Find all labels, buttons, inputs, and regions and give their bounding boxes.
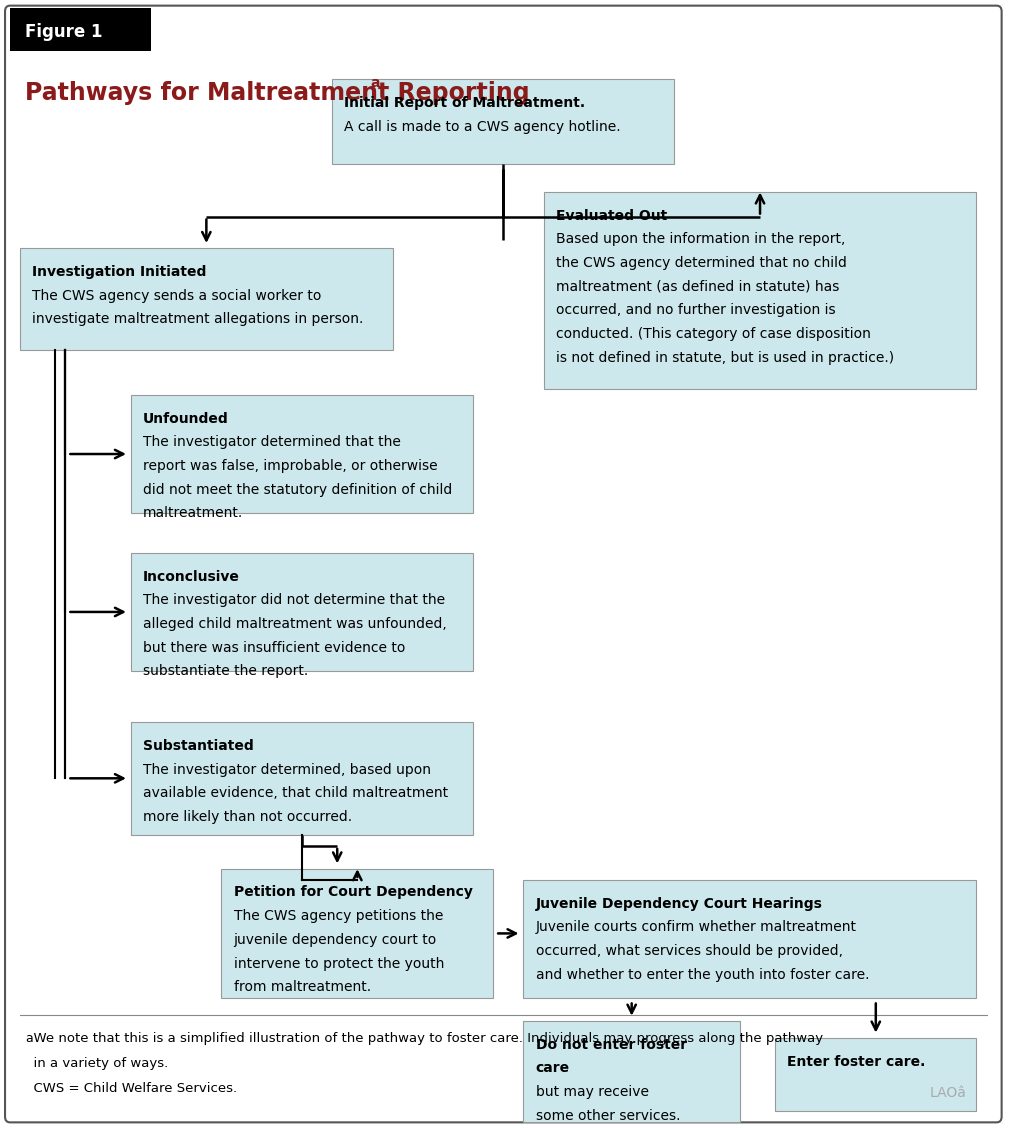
- FancyBboxPatch shape: [131, 722, 473, 835]
- Text: CWS = Child Welfare Services.: CWS = Child Welfare Services.: [25, 1082, 237, 1095]
- Text: Initial Report of Maltreatment.: Initial Report of Maltreatment.: [344, 96, 585, 109]
- Text: Juvenile Dependency Court Hearings: Juvenile Dependency Court Hearings: [536, 897, 822, 910]
- Text: Pathways for Maltreatment Reporting: Pathways for Maltreatment Reporting: [25, 81, 529, 105]
- FancyBboxPatch shape: [5, 6, 1001, 1122]
- Text: is not defined in statute, but is used in practice.): is not defined in statute, but is used i…: [556, 351, 893, 364]
- FancyBboxPatch shape: [21, 248, 393, 350]
- Text: a: a: [25, 1032, 33, 1046]
- Text: Based upon the information in the report,: Based upon the information in the report…: [556, 232, 845, 246]
- FancyBboxPatch shape: [523, 1021, 740, 1122]
- FancyBboxPatch shape: [544, 192, 977, 389]
- Text: Juvenile courts confirm whether maltreatment: Juvenile courts confirm whether maltreat…: [536, 920, 856, 934]
- Text: but there was insufficient evidence to: but there was insufficient evidence to: [143, 641, 405, 654]
- Text: Petition for Court Dependency: Petition for Court Dependency: [233, 885, 473, 899]
- Text: LAOâ: LAOâ: [929, 1086, 966, 1100]
- Text: from maltreatment.: from maltreatment.: [233, 980, 371, 994]
- Text: occurred, what services should be provided,: occurred, what services should be provid…: [536, 944, 843, 958]
- Text: more likely than not occurred.: more likely than not occurred.: [143, 810, 352, 823]
- FancyBboxPatch shape: [332, 79, 674, 164]
- Text: conducted. (This category of case disposition: conducted. (This category of case dispos…: [556, 327, 871, 341]
- Text: intervene to protect the youth: intervene to protect the youth: [233, 957, 444, 970]
- Text: The investigator did not determine that the: The investigator did not determine that …: [143, 593, 445, 607]
- Text: The CWS agency petitions the: The CWS agency petitions the: [233, 909, 443, 923]
- Text: and whether to enter the youth into foster care.: and whether to enter the youth into fost…: [536, 968, 869, 981]
- Text: We note that this is a simplified illustration of the pathway to foster care. In: We note that this is a simplified illust…: [25, 1032, 823, 1046]
- FancyBboxPatch shape: [131, 395, 473, 513]
- Text: the CWS agency determined that no child: the CWS agency determined that no child: [556, 256, 846, 270]
- Text: Do not enter foster: Do not enter foster: [536, 1038, 687, 1051]
- Text: care: care: [536, 1061, 570, 1075]
- Text: available evidence, that child maltreatment: available evidence, that child maltreatm…: [143, 786, 448, 800]
- Text: alleged child maltreatment was unfounded,: alleged child maltreatment was unfounded…: [143, 617, 447, 631]
- FancyBboxPatch shape: [523, 880, 977, 998]
- Text: a: a: [370, 76, 380, 89]
- FancyBboxPatch shape: [221, 869, 493, 998]
- FancyBboxPatch shape: [775, 1038, 977, 1111]
- Text: did not meet the statutory definition of child: did not meet the statutory definition of…: [143, 483, 452, 496]
- Text: A call is made to a CWS agency hotline.: A call is made to a CWS agency hotline.: [344, 120, 621, 133]
- FancyBboxPatch shape: [10, 8, 151, 51]
- Text: investigate maltreatment allegations in person.: investigate maltreatment allegations in …: [32, 312, 364, 326]
- Text: Enter foster care.: Enter foster care.: [787, 1055, 925, 1068]
- Text: The investigator determined, based upon: The investigator determined, based upon: [143, 763, 431, 776]
- Text: Inconclusive: Inconclusive: [143, 570, 240, 583]
- Text: maltreatment (as defined in statute) has: maltreatment (as defined in statute) has: [556, 280, 839, 293]
- FancyBboxPatch shape: [131, 553, 473, 671]
- Text: report was false, improbable, or otherwise: report was false, improbable, or otherwi…: [143, 459, 438, 473]
- Text: maltreatment.: maltreatment.: [143, 506, 244, 520]
- Text: substantiate the report.: substantiate the report.: [143, 664, 308, 678]
- Text: The investigator determined that the: The investigator determined that the: [143, 435, 401, 449]
- Text: juvenile dependency court to: juvenile dependency court to: [233, 933, 437, 946]
- Text: in a variety of ways.: in a variety of ways.: [25, 1057, 169, 1070]
- Text: occurred, and no further investigation is: occurred, and no further investigation i…: [556, 303, 836, 317]
- Text: Substantiated: Substantiated: [143, 739, 254, 752]
- Text: but may receive: but may receive: [536, 1085, 649, 1099]
- Text: some other services.: some other services.: [536, 1109, 681, 1122]
- Text: Figure 1: Figure 1: [25, 23, 103, 41]
- Text: Evaluated Out: Evaluated Out: [556, 209, 667, 222]
- Text: The CWS agency sends a social worker to: The CWS agency sends a social worker to: [32, 289, 322, 302]
- Text: Unfounded: Unfounded: [143, 412, 228, 425]
- Text: Investigation Initiated: Investigation Initiated: [32, 265, 207, 279]
